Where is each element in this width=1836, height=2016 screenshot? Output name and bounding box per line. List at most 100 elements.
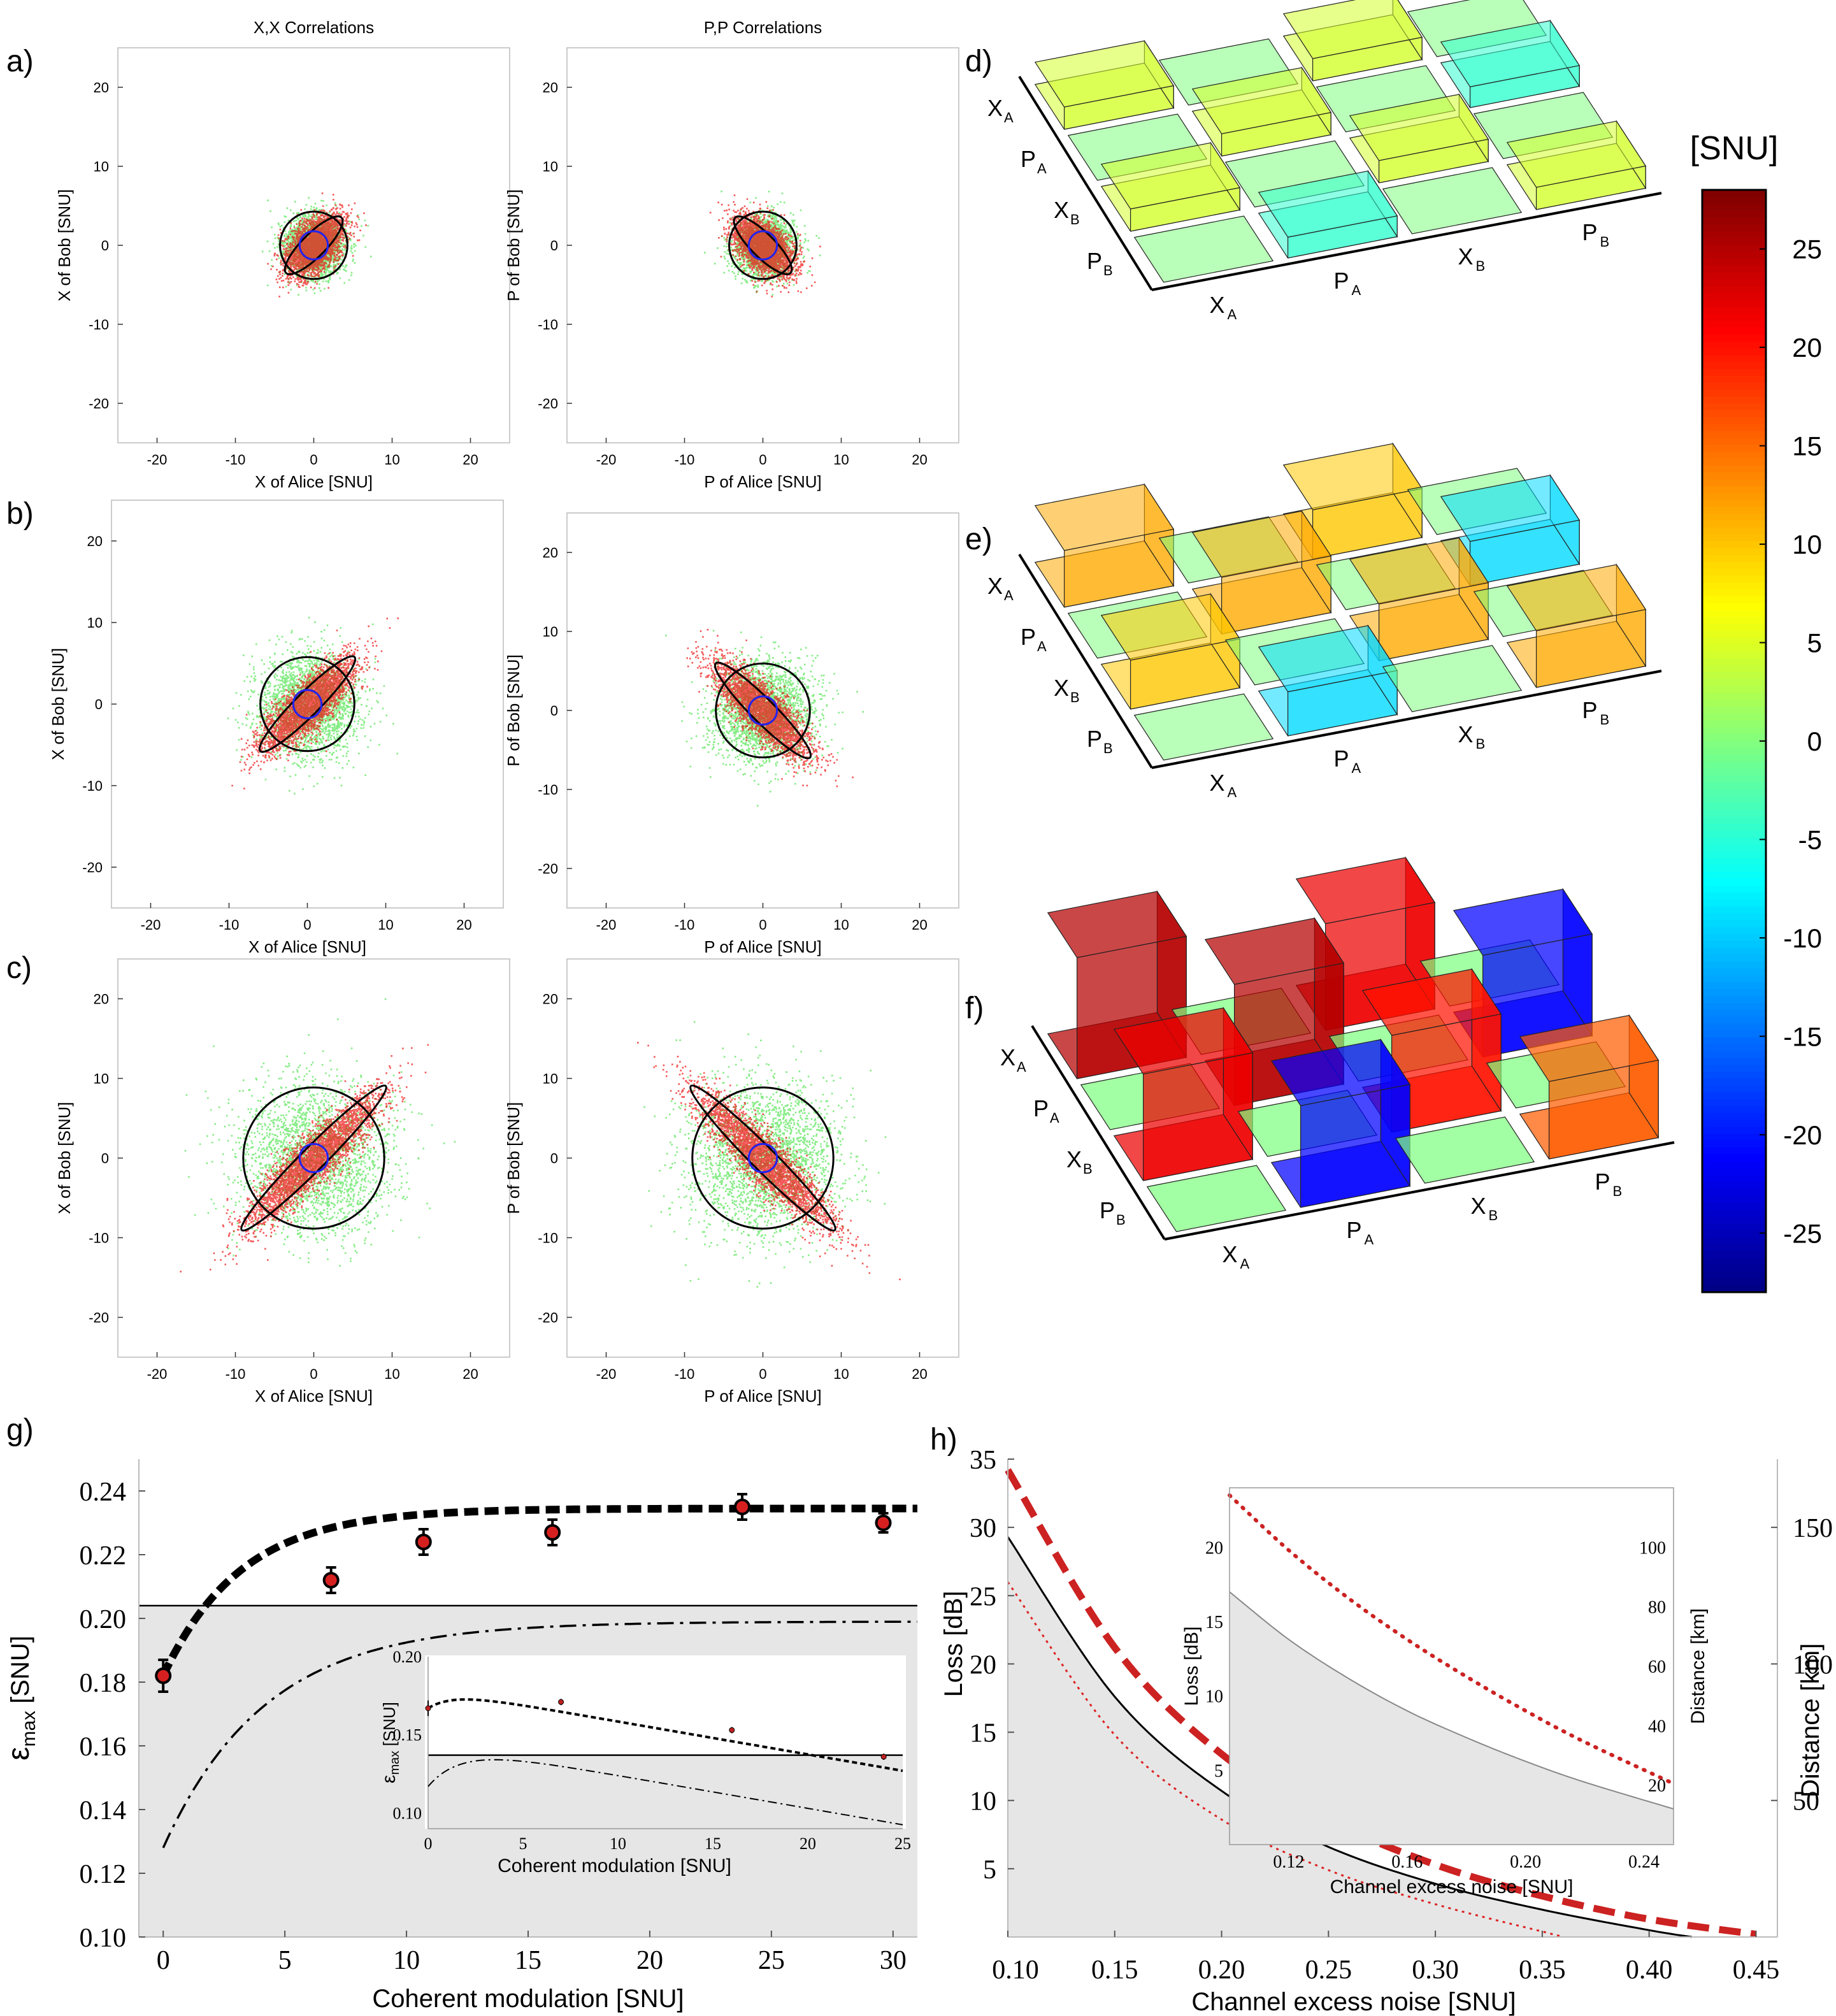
shot-noise-circle	[298, 230, 329, 261]
bar3d-panels: X AX AP AP AX BX BP BP BX AX AP AP AX BX BP BP BX AX AP AP A…	[987, 0, 1675, 1272]
col-label-sub: B	[1600, 712, 1610, 728]
col-label: P	[1333, 745, 1349, 772]
bar-top-face	[1506, 120, 1647, 188]
colorbar-band	[1702, 940, 1766, 949]
colorbar-band	[1702, 700, 1766, 708]
y-tick-label: -10	[89, 1230, 109, 1246]
colorbar-band	[1702, 1264, 1766, 1272]
chart-h: 0.10 0.15 0.20 0.25 0.30 0.35 0.40 0.45 5 10 15 20 2…	[940, 1446, 1833, 2016]
colorbar-band	[1702, 947, 1766, 956]
x-axis-label: P of Alice [SNU]	[704, 937, 822, 956]
red-point-cloud	[637, 1042, 901, 1281]
y-tick-label: -20	[538, 396, 558, 412]
colorbar-band	[1702, 438, 1766, 446]
col-label-sub: A	[1352, 282, 1361, 298]
inset-x-tick-label: 0.12	[1273, 1852, 1304, 1872]
bar-top-face	[1204, 918, 1345, 985]
x-tick-label: 10	[378, 917, 393, 933]
y-tick-label: 15	[970, 1719, 996, 1748]
colorbar-band	[1702, 1120, 1766, 1128]
y-axis-label: P of Bob [SNU]	[504, 654, 523, 767]
colorbar-band	[1702, 631, 1766, 639]
row-label: P	[1021, 624, 1036, 650]
modulation-circle	[242, 1086, 385, 1230]
theory-dashdot-curve	[162, 1620, 917, 1848]
x-tick-label: -10	[226, 452, 246, 468]
colorbar-band	[1702, 431, 1766, 439]
colorbar-band	[1702, 382, 1766, 391]
colorbar-band	[1702, 686, 1766, 694]
colorbar-band	[1702, 1044, 1766, 1052]
colorbar-band	[1702, 1271, 1766, 1279]
x-tick-label: 0	[759, 452, 766, 468]
right-tick-label: 150	[1793, 1514, 1833, 1543]
x-tick-label: 10	[384, 1366, 399, 1382]
y-tick-label: 0.10	[80, 1924, 127, 1953]
inset-y-tick-label: 0.20	[393, 1648, 422, 1666]
y-tick-label: -10	[89, 317, 109, 333]
colorbar-band	[1702, 245, 1766, 253]
colorbar-band	[1702, 961, 1766, 970]
colorbar-band	[1702, 451, 1766, 459]
y-tick-label: -20	[89, 1310, 109, 1326]
y-tick-label: -20	[538, 1310, 558, 1326]
colorbar-band	[1702, 727, 1766, 735]
colorbar-band	[1702, 306, 1766, 315]
colorbar-band	[1702, 320, 1766, 329]
inset-x-tick-label: 10	[610, 1834, 626, 1853]
x-tick-label: 0.30	[1412, 1955, 1459, 1985]
colorbar-tick-label: -10	[1783, 923, 1822, 953]
colorbar-band	[1702, 190, 1766, 198]
row-label-sub: B	[1070, 689, 1080, 705]
y-tick-label: 20	[87, 533, 103, 549]
x-tick-label: 20	[456, 917, 471, 933]
inset-right-axis-label: Distance [km]	[1688, 1608, 1709, 1724]
colorbar-band	[1702, 879, 1766, 887]
red-point-cloud	[180, 1044, 429, 1272]
data-point	[544, 1524, 561, 1541]
scatter-c-xx: -20 -20 -10 -10 0 0 10 10 20 20 X of Alice [SNU] X …	[55, 958, 510, 1406]
x-tick-label: 10	[833, 1366, 849, 1382]
colorbar-band	[1702, 1188, 1766, 1197]
row-label-sub: A	[1017, 1059, 1026, 1075]
y-tick-label: 10	[94, 1071, 109, 1087]
colorbar-band	[1702, 1106, 1766, 1114]
x-tick-label: 20	[912, 452, 927, 468]
col-label: P	[1595, 1169, 1610, 1195]
y-tick-label: 0	[101, 238, 109, 254]
colorbar-band	[1702, 575, 1766, 584]
colorbar-tick-label: 25	[1792, 234, 1822, 264]
bar-cell-base	[1146, 1165, 1287, 1232]
bar-cell-base	[1133, 215, 1274, 283]
colorbar-band	[1702, 313, 1766, 322]
colorbar-band	[1702, 1072, 1766, 1080]
colorbar-band	[1702, 926, 1766, 935]
x-tick-label: 0	[157, 1946, 170, 1975]
red-point-cloud	[709, 194, 821, 298]
inset-right-tick-label: 80	[1648, 1598, 1666, 1618]
inset-y-tick-label: 15	[1205, 1613, 1223, 1632]
colorbar-band	[1702, 1141, 1766, 1149]
row-label: P	[1087, 248, 1102, 274]
y-tick-label: 20	[543, 545, 558, 561]
x-tick-label: -10	[675, 452, 695, 468]
shot-noise-circle	[292, 689, 323, 719]
colorbar-tick-label: -15	[1783, 1021, 1822, 1051]
colorbar-band	[1702, 548, 1766, 556]
colorbar-band	[1702, 796, 1766, 804]
x-tick-label: -10	[219, 917, 240, 933]
colorbar-band	[1702, 1037, 1766, 1045]
row-label-sub: A	[1050, 1110, 1059, 1126]
colorbar-band	[1702, 224, 1766, 233]
row-label: X	[1054, 675, 1069, 701]
colorbar-band	[1702, 293, 1766, 301]
inset-y-tick-label: 10	[1205, 1687, 1223, 1707]
shot-noise-circle	[747, 695, 778, 726]
solid-curve	[1007, 1536, 1693, 1938]
y-tick-label: 0.12	[80, 1860, 127, 1889]
row-label-sub: A	[1037, 161, 1047, 176]
colorbar-band	[1702, 1182, 1766, 1190]
colorbar-band	[1702, 1051, 1766, 1059]
y-axis-label-unit: [SNU]	[6, 1636, 34, 1711]
colorbar-band	[1702, 286, 1766, 294]
